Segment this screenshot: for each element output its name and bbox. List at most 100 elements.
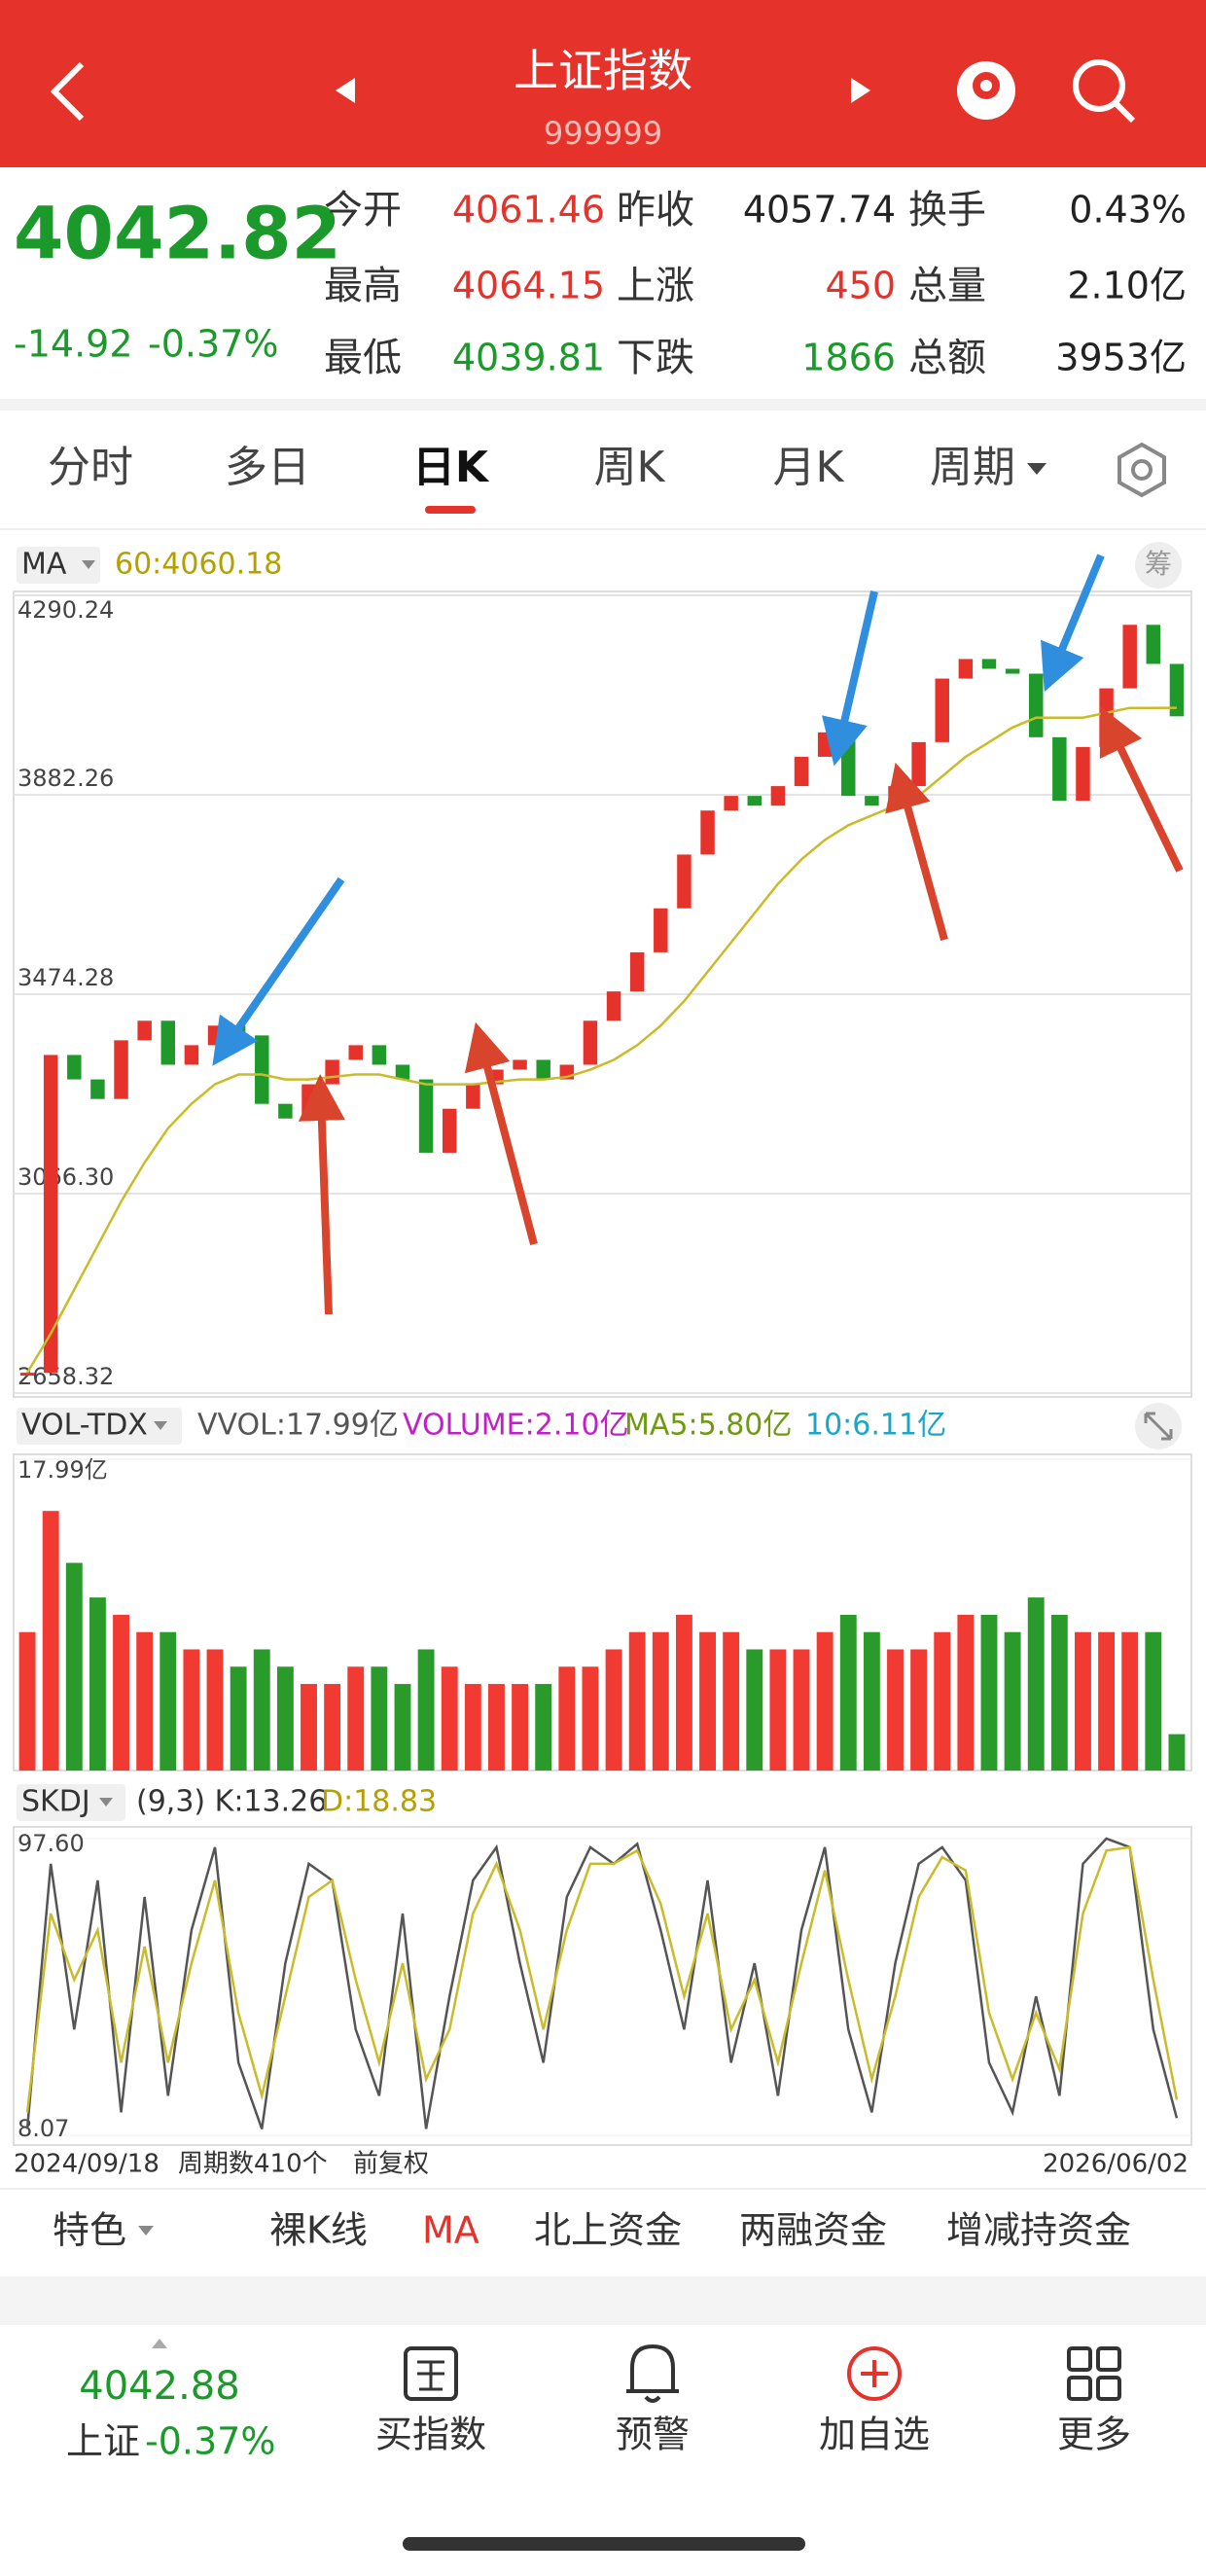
volume-bar [183, 1649, 200, 1771]
stat-value: 0.43% [1069, 189, 1187, 232]
indicator-tab[interactable]: 北上资金 [534, 2209, 682, 2252]
ma60-line [25, 706, 1177, 1374]
back-button[interactable] [50, 61, 85, 122]
candle [160, 1020, 176, 1065]
tab[interactable]: 分时 [48, 443, 133, 492]
candle [1028, 673, 1044, 737]
alert-icon[interactable] [626, 2343, 679, 2403]
stat-value: 4039.81 [452, 337, 605, 379]
buy-icon[interactable] [404, 2346, 458, 2401]
tab[interactable]: 周期 [930, 443, 1015, 492]
candle [466, 1084, 480, 1109]
indicator-box[interactable] [17, 547, 100, 584]
next-button[interactable] [851, 78, 870, 103]
chip-label: 筹 [1145, 548, 1172, 580]
candle [629, 951, 645, 992]
volume-bar [887, 1649, 904, 1771]
annotation-arrow [1099, 706, 1184, 873]
stat-label: 最高 [324, 264, 402, 308]
expand-icon[interactable] [1135, 1403, 1182, 1449]
volume-bar [699, 1631, 716, 1771]
candle [90, 1079, 105, 1099]
candle [1169, 663, 1185, 717]
indicator-tab[interactable]: 增减持资金 [946, 2209, 1131, 2252]
volume-bar [980, 1614, 998, 1771]
candle [1076, 746, 1090, 802]
volume-bar [558, 1666, 576, 1771]
indicator-box[interactable] [17, 1408, 182, 1445]
y-tick-label: 97.60 [18, 1830, 85, 1857]
stat-value: 3953亿 [1055, 337, 1187, 379]
volume-bar [206, 1649, 224, 1771]
annotation-arrow [1041, 554, 1105, 693]
dropdown-caret [99, 1798, 113, 1807]
volume-bar [1098, 1631, 1116, 1771]
candle [817, 732, 833, 757]
stat-value: 2.10亿 [1067, 265, 1187, 307]
settings-icon[interactable] [1117, 442, 1166, 498]
more-icon[interactable] [1067, 2346, 1121, 2401]
candle [794, 756, 809, 787]
candle [348, 1045, 363, 1060]
footer-price: 4042.88 [79, 2364, 239, 2409]
divider [0, 399, 1206, 411]
tab[interactable]: 周K [594, 443, 666, 492]
volume-bar [535, 1684, 552, 1771]
tab-underline [425, 506, 476, 514]
dropdown-caret [154, 1421, 167, 1430]
dropdown-caret [82, 560, 95, 569]
home-indicator [403, 2537, 805, 2551]
indicator-tab[interactable]: 两融资金 [739, 2209, 887, 2252]
prev-button[interactable] [336, 78, 355, 103]
volume-bar [276, 1666, 294, 1771]
candle [583, 1020, 598, 1065]
candle [747, 796, 763, 806]
indicator-tab[interactable]: MA [422, 2209, 479, 2252]
indicator-box[interactable] [17, 1784, 125, 1821]
volume-bar [769, 1649, 787, 1771]
stat-value: 450 [825, 265, 896, 307]
action-label[interactable]: 更多 [1057, 2414, 1131, 2456]
change-pct: -0.37% [148, 323, 278, 366]
candle [911, 741, 926, 787]
annotation-arrow [464, 1021, 538, 1246]
candle [207, 1025, 223, 1046]
expand-caret[interactable] [152, 2339, 167, 2348]
search-icon[interactable] [1073, 59, 1136, 124]
volume-bar [863, 1631, 880, 1771]
candle [418, 1079, 434, 1153]
candle [442, 1108, 457, 1153]
candle [1122, 625, 1137, 689]
candle [114, 1040, 128, 1099]
indicator-tab[interactable]: 特色 [53, 2209, 126, 2252]
candle [1052, 736, 1067, 802]
volume-bar [113, 1614, 129, 1771]
k-line [25, 1837, 1179, 2129]
volume-bar [89, 1597, 106, 1771]
chip-button[interactable] [1135, 542, 1182, 589]
tab[interactable]: 日K [412, 443, 490, 492]
mascot-icon[interactable] [957, 61, 1015, 120]
tab[interactable]: 月K [773, 443, 845, 492]
tab[interactable]: 多日 [225, 443, 310, 492]
indicator-label: MA [21, 548, 67, 582]
candle [935, 678, 949, 742]
indicator-label: VOL-TDX [21, 1409, 148, 1443]
volume-bar [18, 1631, 36, 1771]
stat-label: 换手 [908, 188, 986, 233]
annotation-arrow [822, 590, 878, 767]
candle [606, 991, 621, 1021]
action-label[interactable]: 买指数 [375, 2414, 486, 2456]
volume-bar [417, 1649, 435, 1771]
action-label[interactable]: 加自选 [819, 2414, 930, 2456]
candle [1005, 668, 1020, 674]
candle [677, 854, 692, 909]
action-label[interactable]: 预警 [616, 2414, 690, 2456]
volume-bar [652, 1631, 669, 1771]
stat-label: 最低 [324, 336, 402, 380]
indicator-tab[interactable]: 裸K线 [269, 2209, 368, 2252]
volume-bar [1075, 1631, 1091, 1771]
add-watchlist-icon[interactable] [847, 2346, 902, 2401]
